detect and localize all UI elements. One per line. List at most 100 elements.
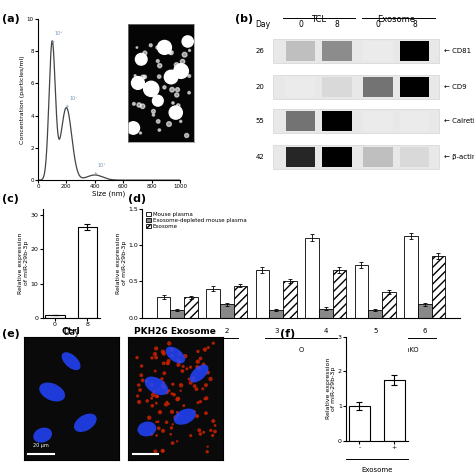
- Title: PKH26 Exosome: PKH26 Exosome: [135, 327, 216, 336]
- Point: [136, 398, 143, 406]
- Text: ← CD9: ← CD9: [444, 84, 467, 90]
- Point: [181, 51, 189, 58]
- Point: [210, 417, 217, 425]
- Bar: [418, 304, 432, 318]
- Ellipse shape: [39, 383, 65, 401]
- Bar: [355, 265, 368, 318]
- Point: [185, 72, 193, 80]
- Text: 26: 26: [255, 48, 264, 54]
- Point: [168, 390, 176, 398]
- Point: [174, 86, 182, 93]
- Point: [152, 447, 159, 455]
- Point: [131, 72, 139, 80]
- Point: [165, 387, 173, 394]
- Ellipse shape: [74, 414, 97, 432]
- Point: [195, 364, 203, 372]
- Bar: [234, 286, 247, 318]
- Point: [194, 347, 202, 355]
- Point: [163, 399, 171, 406]
- Bar: [286, 111, 316, 131]
- Bar: [286, 77, 316, 97]
- Text: 2: 2: [225, 328, 229, 335]
- Point: [174, 411, 182, 419]
- Point: [173, 409, 181, 416]
- Point: [153, 418, 160, 426]
- Point: [139, 102, 146, 110]
- Point: [194, 358, 201, 365]
- Point: [160, 384, 168, 392]
- Point: [150, 108, 157, 115]
- Point: [162, 401, 170, 409]
- Text: 55: 55: [255, 118, 264, 124]
- Y-axis label: Relative expression
of miR-29b-3p: Relative expression of miR-29b-3p: [326, 358, 337, 419]
- Point: [172, 109, 180, 117]
- Point: [199, 385, 207, 392]
- Point: [183, 132, 191, 139]
- Text: 3: 3: [274, 328, 279, 335]
- Point: [177, 62, 184, 69]
- Point: [202, 381, 210, 389]
- Bar: [363, 147, 393, 167]
- Point: [155, 425, 163, 432]
- Bar: [170, 310, 184, 318]
- Bar: [305, 237, 319, 318]
- Point: [191, 408, 198, 415]
- Bar: [400, 111, 429, 131]
- Text: O: O: [298, 347, 304, 353]
- Ellipse shape: [166, 346, 185, 364]
- Bar: [273, 109, 439, 133]
- Bar: [273, 75, 439, 99]
- Point: [139, 73, 147, 81]
- Bar: [322, 111, 352, 131]
- Point: [159, 447, 166, 455]
- Point: [174, 356, 182, 364]
- Point: [156, 62, 164, 70]
- Point: [154, 392, 161, 400]
- Point: [210, 339, 217, 347]
- Point: [197, 355, 204, 362]
- Point: [173, 61, 181, 69]
- Point: [149, 391, 157, 399]
- Point: [197, 430, 204, 438]
- Point: [200, 361, 208, 368]
- Point: [177, 67, 185, 75]
- Point: [168, 346, 176, 354]
- Bar: [384, 380, 405, 441]
- Point: [203, 448, 211, 456]
- Bar: [400, 147, 429, 167]
- Point: [161, 83, 168, 91]
- Point: [202, 394, 210, 402]
- Point: [163, 419, 170, 426]
- Point: [168, 86, 176, 93]
- Point: [174, 361, 182, 369]
- Point: [152, 345, 160, 352]
- Point: [152, 354, 160, 361]
- Point: [155, 385, 162, 393]
- Bar: [363, 111, 393, 131]
- Point: [209, 432, 217, 439]
- Point: [159, 382, 167, 390]
- Point: [134, 392, 141, 400]
- Point: [185, 375, 193, 383]
- Point: [185, 89, 193, 97]
- Text: (f): (f): [280, 329, 295, 339]
- Bar: [349, 406, 370, 441]
- Bar: [382, 292, 396, 318]
- Point: [174, 102, 182, 109]
- Point: [176, 357, 183, 365]
- Point: [164, 400, 172, 408]
- Point: [184, 38, 191, 46]
- Point: [148, 354, 156, 362]
- Ellipse shape: [62, 352, 81, 370]
- Text: 0: 0: [298, 20, 303, 29]
- Point: [204, 344, 212, 351]
- Point: [189, 376, 197, 384]
- Point: [149, 82, 156, 90]
- Text: (e): (e): [2, 329, 20, 339]
- Point: [173, 395, 181, 403]
- Text: 6: 6: [422, 328, 427, 335]
- Point: [147, 85, 155, 93]
- Text: 5: 5: [373, 328, 377, 335]
- Point: [165, 339, 173, 347]
- Text: (c): (c): [2, 194, 19, 204]
